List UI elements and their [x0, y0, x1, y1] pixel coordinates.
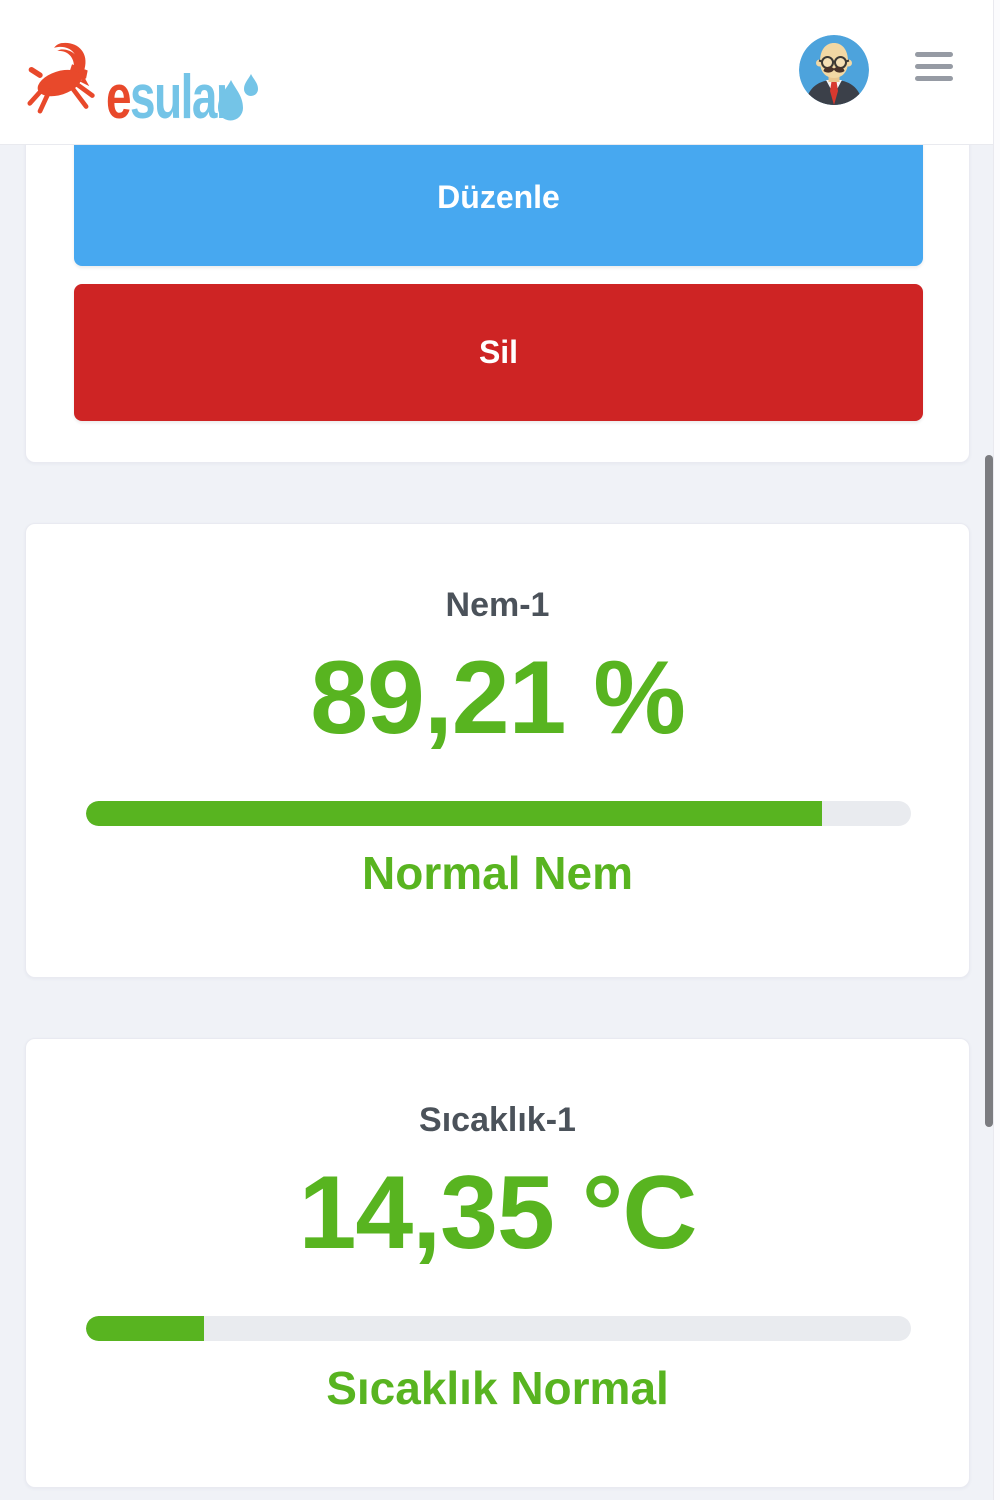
logo-letter-e: e	[106, 63, 132, 132]
actions-card: Düzenle Sil	[25, 105, 970, 463]
humidity-sensor-card: Nem-1 89,21 % Normal Nem	[25, 523, 970, 978]
hamburger-bar	[915, 76, 953, 81]
user-avatar[interactable]	[799, 35, 869, 105]
water-drops-icon	[218, 74, 258, 121]
app-logo[interactable]: esular	[22, 26, 272, 132]
temperature-progress-fill	[86, 1316, 205, 1341]
sensor-status: Sıcaklık Normal	[326, 1362, 669, 1414]
hamburger-menu-icon[interactable]	[913, 51, 955, 85]
logo-letters-rest: sular	[130, 63, 234, 132]
temperature-sensor-card: Sıcaklık-1 14,35 °C Sıcaklık Normal	[25, 1038, 970, 1488]
hamburger-bar	[915, 64, 953, 69]
app-header: esular	[0, 0, 1000, 145]
sensor-status: Normal Nem	[362, 847, 633, 899]
delete-button[interactable]: Sil	[74, 284, 923, 421]
edit-button[interactable]: Düzenle	[74, 129, 923, 266]
humidity-progress-track	[86, 801, 911, 826]
humidity-progress-fill	[86, 801, 822, 826]
scrollbar-track	[993, 0, 1000, 1500]
goat-logo-icon	[27, 42, 95, 114]
sensor-title: Sıcaklık-1	[419, 1101, 576, 1139]
hamburger-bar	[915, 52, 953, 57]
scrollbar-thumb[interactable]	[985, 455, 993, 1127]
sensor-title: Nem-1	[445, 586, 550, 624]
logo-wordmark: esular	[106, 62, 234, 133]
sensor-value: 14,35 °C	[298, 1155, 698, 1271]
sensor-value: 89,21 %	[310, 640, 686, 756]
temperature-progress-track	[86, 1316, 911, 1341]
